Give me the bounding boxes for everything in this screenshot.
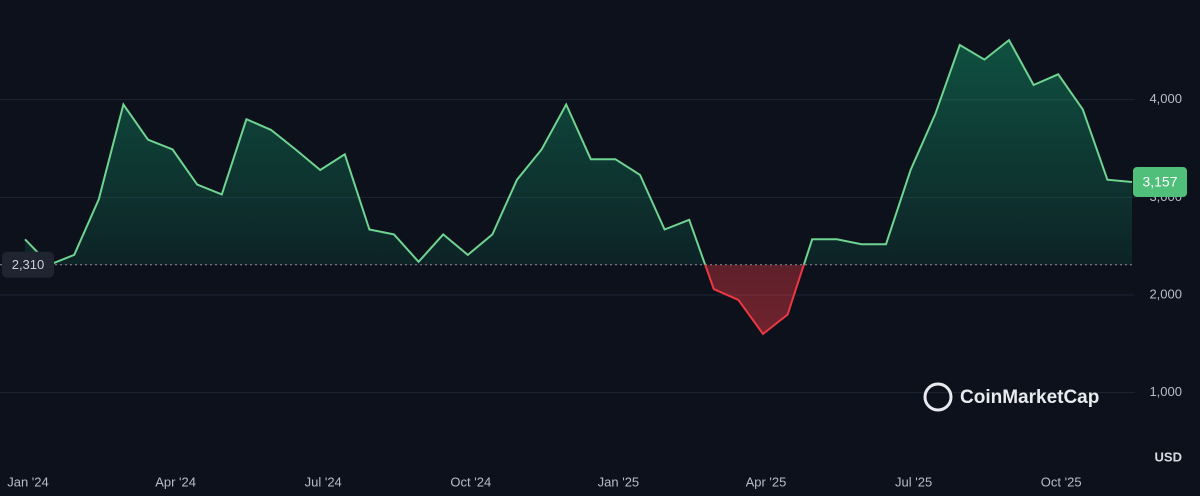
x-tick-label: Oct '24	[450, 474, 491, 489]
current-badge	[1133, 166, 1187, 197]
unit-label: USD	[1155, 449, 1182, 464]
baseline-badge	[2, 251, 54, 278]
x-tick-label: Apr '24	[155, 474, 196, 489]
plot	[0, 38, 1135, 394]
x-tick-label: Apr '25	[746, 474, 787, 489]
area-below	[705, 264, 804, 334]
x-tick-label: Jan '25	[598, 474, 640, 489]
y-tick-label: 2,000	[1149, 286, 1182, 301]
area-above	[25, 40, 1132, 265]
x-tick-label: Jul '24	[305, 474, 342, 489]
watermark: CoinMarketCap	[923, 382, 1099, 412]
price-line	[24, 38, 1133, 265]
baseline-label: 2,310	[12, 257, 45, 272]
x-tick-label: Jul '25	[895, 474, 932, 489]
y-tick-label: 1,000	[1149, 384, 1182, 399]
x-tick-label: Jan '24	[7, 474, 49, 489]
y-tick-label: 4,000	[1149, 91, 1182, 106]
x-tick-label: Oct '25	[1041, 474, 1082, 489]
current-label: 3,157	[1142, 174, 1177, 190]
watermark-text: CoinMarketCap	[960, 387, 1099, 408]
